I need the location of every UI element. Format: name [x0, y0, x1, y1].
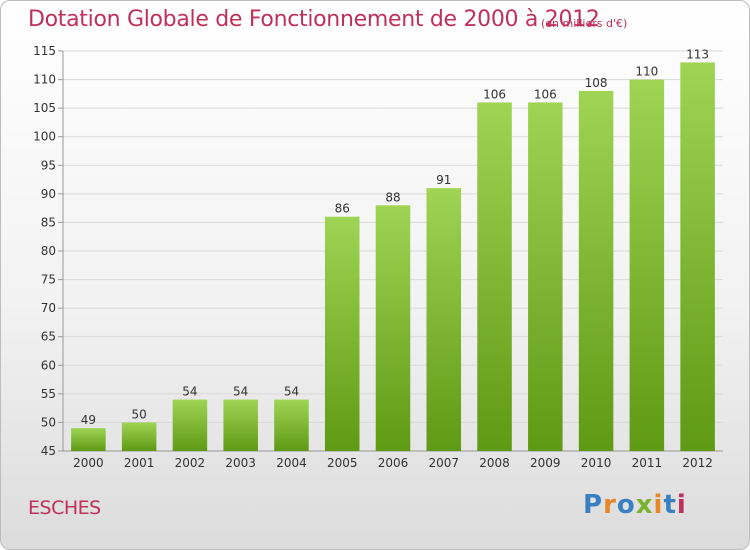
x-tick-label: 2001 [124, 456, 155, 470]
bar-2010 [578, 91, 614, 451]
logo-letter: r [603, 490, 617, 520]
bar-value-labels: 49 50 54 54 54 86 88 91 106 106 108 110 113 [81, 47, 709, 427]
bar-2002 [172, 399, 208, 451]
logo-letter: P [583, 490, 604, 520]
y-tick-label: 65 [41, 330, 56, 344]
bar-value-label: 54 [233, 385, 248, 399]
x-tick-label: 2006 [378, 456, 409, 470]
y-tick-label: 105 [33, 101, 56, 115]
bar-value-label: 108 [585, 76, 608, 90]
logo-letter: t [663, 490, 677, 520]
bar-value-label: 113 [686, 47, 709, 61]
bar-value-label: 54 [284, 385, 299, 399]
bar-value-label: 86 [335, 202, 350, 216]
bar-2000 [71, 428, 106, 451]
y-tick-label: 95 [41, 158, 56, 172]
bar-2003 [223, 399, 258, 451]
x-tick-label: 2003 [225, 456, 256, 470]
y-tick-label: 85 [41, 215, 56, 229]
bar-2009 [528, 102, 563, 451]
x-tick-label: 2000 [73, 456, 104, 470]
bar-value-label: 106 [483, 87, 506, 101]
bar-2005 [324, 216, 360, 451]
x-tick-label: 2007 [428, 456, 459, 470]
bar-2004 [274, 399, 309, 451]
y-tick-label: 110 [33, 73, 56, 87]
bar-value-label: 54 [182, 385, 197, 399]
y-tick-label: 60 [41, 358, 56, 372]
bar-2006 [375, 205, 411, 451]
y-tick-label: 75 [41, 273, 56, 287]
x-tick-label: 2005 [327, 456, 358, 470]
logo-letter: o [616, 490, 636, 520]
y-tick-label: 100 [33, 130, 56, 144]
bar-value-label: 88 [385, 190, 400, 204]
y-tick-label: 45 [41, 444, 56, 458]
bar-2007 [426, 188, 462, 451]
x-tick-label: 2010 [581, 456, 612, 470]
x-tick-label: 2002 [175, 456, 206, 470]
x-tick-label: 2004 [276, 456, 307, 470]
x-tick-label: 2011 [632, 456, 663, 470]
bar-value-label: 106 [534, 87, 557, 101]
x-tick-label: 2009 [530, 456, 561, 470]
commune-name: ESCHES [28, 497, 101, 519]
bar-value-label: 50 [132, 407, 147, 421]
y-tick-label: 70 [41, 301, 56, 315]
y-axis-ticks: 45 50 55 60 65 70 75 80 85 90 95 100 105 110 115 [33, 44, 56, 458]
logo-letter: x [635, 490, 654, 520]
bars [71, 62, 715, 452]
bar-2011 [629, 79, 665, 452]
y-tick-label: 90 [41, 187, 56, 201]
x-tick-label: 2008 [479, 456, 510, 470]
x-axis-ticks: 2000 2001 2002 2003 2004 2005 2006 2007 2008 2009… [73, 456, 713, 470]
logo-letter: i [653, 490, 664, 520]
bar-2008 [477, 102, 512, 451]
bar-2001 [121, 422, 157, 451]
y-tick-label: 115 [33, 44, 56, 58]
chart-title: Dotation Globale de Fonctionnement de 20… [28, 7, 600, 32]
y-tick-label: 55 [41, 387, 56, 401]
chart-subtitle: (en milliers d'€) [541, 17, 628, 30]
bar-value-label: 91 [436, 173, 451, 187]
x-tick-label: 2012 [682, 456, 713, 470]
logo-letter: i [676, 490, 687, 520]
bar-2012 [680, 62, 715, 452]
bar-value-label: 110 [635, 65, 658, 79]
y-tick-label: 80 [41, 244, 56, 258]
proxiti-logo: Proxiti [583, 490, 687, 520]
bar-value-label: 49 [81, 413, 96, 427]
y-tick-label: 50 [41, 415, 56, 429]
